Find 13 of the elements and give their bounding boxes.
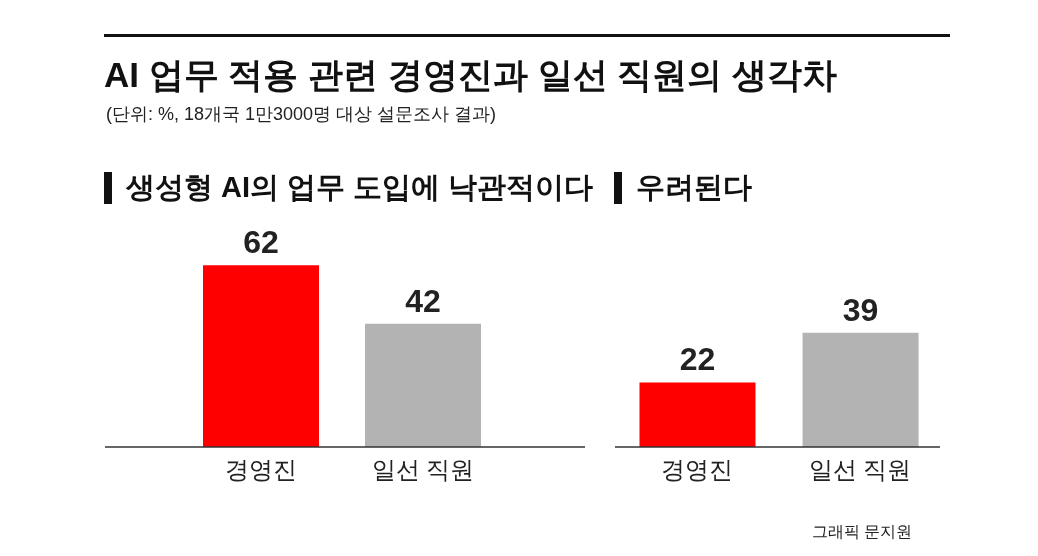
data-label: 22 [679,341,716,378]
text: 그래픽 문지원 [811,522,912,542]
data-label: 62 [243,224,279,261]
data-label: 39 [842,291,879,328]
x-tick-label: 일선 직원 [808,456,912,484]
chart-title: 우려된다 [636,170,752,205]
chart-title: AI 업무 적용 관련 경영진과 일선 직원의 생각차 [104,54,838,96]
data-label: 42 [405,282,441,319]
x-tick-label: 경영진 [225,456,297,484]
chart-subtitle: (단위: %, 18개국 1만3000명 대상 설문조사 결과) [106,103,497,126]
x-tick-label: 경영진 [661,456,734,484]
text: 생성형 AI의 업무 도입에 낙관적이다 [126,170,594,205]
x-tick-label: 일선 직원 [371,456,475,484]
